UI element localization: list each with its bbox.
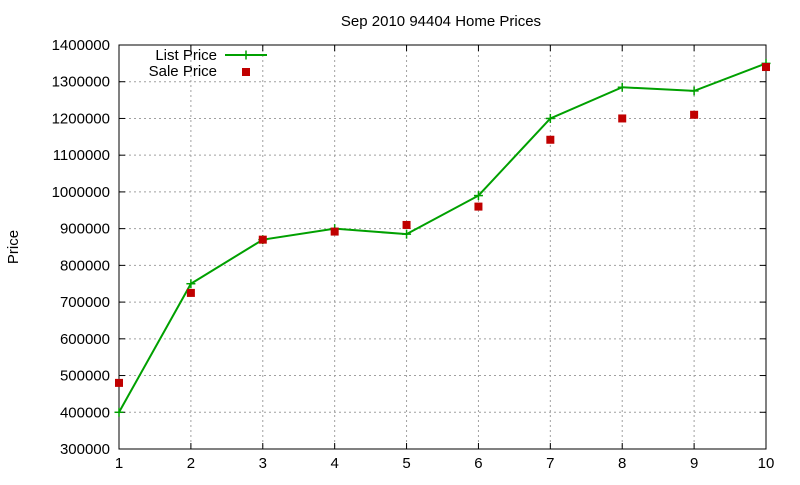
data-point (114, 407, 124, 417)
y-tick-label: 700000 (60, 294, 110, 311)
x-tick-label: 3 (259, 455, 267, 472)
series-line (118, 62, 767, 413)
data-point (762, 63, 770, 72)
data-point (402, 220, 411, 229)
legend-label: Sale Price (149, 63, 217, 80)
data-point (258, 235, 267, 244)
x-tick-label: 4 (330, 455, 338, 472)
y-tick-label: 500000 (60, 368, 110, 385)
y-tick-label: 900000 (60, 221, 110, 238)
data-point (115, 378, 123, 387)
x-tick-label: 7 (546, 455, 554, 472)
legend-marker (241, 50, 251, 60)
series-sale-price (115, 63, 770, 387)
data-point (545, 113, 555, 123)
legend-label: List Price (155, 47, 217, 64)
series-layer (114, 58, 771, 417)
legend-marker (242, 68, 250, 76)
y-tick-label: 600000 (60, 331, 110, 348)
x-tick-label: 8 (618, 455, 626, 472)
data-point (473, 191, 483, 201)
y-tick-label: 800000 (60, 257, 110, 274)
data-point (474, 202, 483, 211)
chart-title: Sep 2010 94404 Home Prices (341, 13, 541, 30)
data-point (546, 135, 555, 144)
data-point (330, 227, 339, 236)
x-tick-label: 2 (187, 455, 195, 472)
grid (119, 45, 766, 449)
y-tick-label: 1400000 (52, 37, 110, 54)
data-point (186, 288, 195, 297)
y-axis-label: Price (5, 230, 22, 264)
y-tick-label: 1100000 (53, 147, 110, 164)
data-point (690, 110, 699, 119)
plot-frame (118, 44, 767, 450)
y-tick-label: 1000000 (52, 184, 110, 201)
data-point (186, 279, 196, 289)
x-tick-label: 5 (402, 455, 410, 472)
x-tick-label: 10 (758, 455, 775, 472)
x-tick-label: 6 (474, 455, 482, 472)
x-tick-label: 1 (115, 455, 123, 472)
axes: 300000 400000 500000 600000 700000 800000 9000… (52, 37, 775, 472)
y-tick-label: 1200000 (52, 110, 110, 127)
data-point (402, 229, 412, 239)
y-tick-label: 300000 (60, 441, 110, 458)
y-tick-label: 1300000 (52, 74, 110, 91)
series-list-price (114, 58, 771, 417)
x-tick-label: 9 (690, 455, 698, 472)
data-point (689, 86, 699, 96)
data-point (618, 114, 627, 123)
y-tick-label: 400000 (60, 404, 110, 421)
data-point (617, 82, 627, 92)
